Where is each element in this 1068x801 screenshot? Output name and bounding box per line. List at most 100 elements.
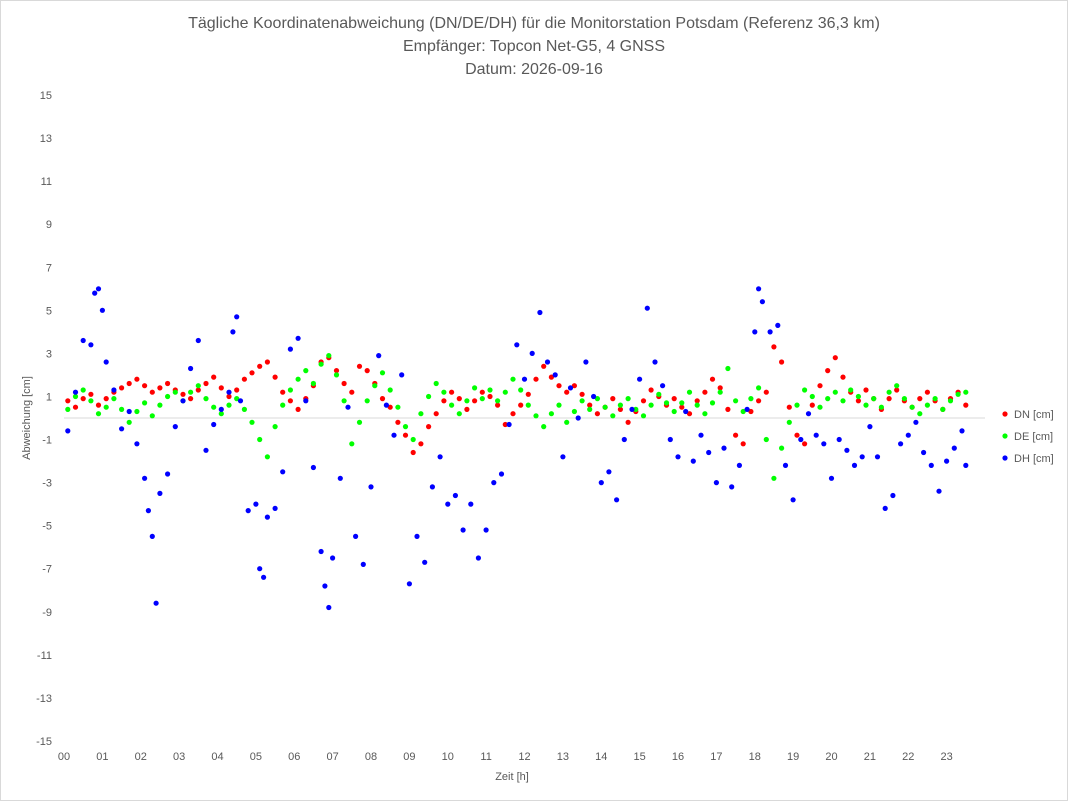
y-tick-label: 9 (46, 219, 52, 231)
dh-point (437, 454, 443, 460)
y-tick-label: 13 (40, 133, 52, 145)
dn-point (226, 393, 232, 400)
dn-point (418, 441, 424, 447)
y-axis-label: Abweichung [cm] (21, 376, 33, 460)
dh-point (95, 286, 102, 292)
de-point (640, 413, 647, 419)
dh-point (660, 383, 666, 389)
de-point (802, 387, 808, 393)
x-tick-label: 15 (634, 751, 646, 763)
dn-point (280, 389, 286, 395)
de-point (72, 393, 79, 400)
dh-point (326, 604, 332, 611)
de-point (326, 353, 332, 359)
x-tick-label: 23 (941, 751, 953, 763)
de-point (333, 372, 340, 378)
de-point (142, 400, 148, 406)
dn-point (356, 363, 363, 369)
x-tick-label: 12 (518, 751, 530, 763)
x-tick-label: 14 (595, 751, 607, 763)
dn-point (395, 419, 401, 425)
de-point (863, 402, 869, 408)
dh-point (782, 462, 789, 468)
dn-point (594, 411, 601, 417)
de-point (88, 398, 94, 404)
dn-point (333, 368, 340, 374)
dh-point (111, 387, 117, 393)
de-point (955, 391, 961, 397)
dn-point (119, 385, 125, 391)
dn-point (195, 387, 201, 393)
dn-point (433, 411, 439, 417)
dh-point (65, 428, 71, 434)
dh-point (859, 454, 865, 460)
dn-point (287, 398, 293, 404)
dn-point (571, 383, 578, 389)
dn-point (487, 393, 493, 400)
dn-point (510, 411, 516, 417)
de-point (571, 408, 578, 415)
dn-point (72, 404, 79, 410)
dh-point (637, 376, 643, 382)
dh-point (337, 475, 343, 481)
de-point (295, 376, 301, 382)
dn-point (917, 396, 923, 402)
dh-point (652, 359, 658, 365)
de-point (426, 393, 432, 400)
de-point (917, 411, 923, 417)
dh-point (483, 527, 489, 533)
de-point (410, 436, 416, 443)
chart-title-line-3: Datum: 2026-09-16 (465, 61, 603, 78)
dh-point (721, 445, 727, 451)
dh-point (142, 475, 148, 481)
de-point (303, 368, 309, 374)
dh-point (756, 286, 762, 292)
de-point (211, 404, 217, 410)
de-point (103, 404, 109, 410)
dh-point (126, 408, 132, 415)
dh-point (234, 314, 240, 320)
de-point (548, 411, 555, 417)
de-point (525, 402, 531, 408)
x-tick-label: 07 (327, 751, 339, 763)
de-point (763, 436, 769, 443)
dn-point (702, 389, 708, 395)
data-points (65, 286, 969, 611)
de-point (679, 400, 685, 406)
dh-point (165, 471, 171, 477)
dn-point (80, 396, 86, 402)
dh-point (172, 424, 178, 430)
dn-point (840, 374, 846, 380)
dh-point (790, 497, 796, 503)
dh-point (621, 436, 627, 443)
de-point (924, 402, 931, 408)
de-point (95, 411, 102, 417)
de-point (479, 396, 485, 402)
de-point (564, 419, 570, 425)
dn-point (802, 441, 808, 447)
dh-point (736, 462, 743, 468)
dn-point (341, 380, 347, 387)
de-point (648, 402, 654, 408)
dh-point (149, 533, 155, 540)
dn-point (617, 406, 624, 412)
dn-point (272, 374, 278, 380)
dh-point (521, 376, 528, 382)
de-point (871, 396, 877, 402)
dh-point (72, 389, 79, 395)
dn-point (855, 398, 862, 404)
de-point (188, 389, 194, 395)
dh-point (422, 559, 428, 565)
de-point (886, 389, 892, 395)
dn-point (694, 398, 700, 404)
dh-point (798, 436, 804, 443)
dn-point (218, 385, 224, 391)
dh-point (253, 501, 259, 507)
legend-marker-dn (1002, 411, 1008, 417)
dh-point (475, 555, 481, 561)
dn-point (748, 408, 754, 415)
dh-point (345, 404, 351, 410)
de-point (287, 387, 293, 393)
dh-point (103, 359, 109, 365)
